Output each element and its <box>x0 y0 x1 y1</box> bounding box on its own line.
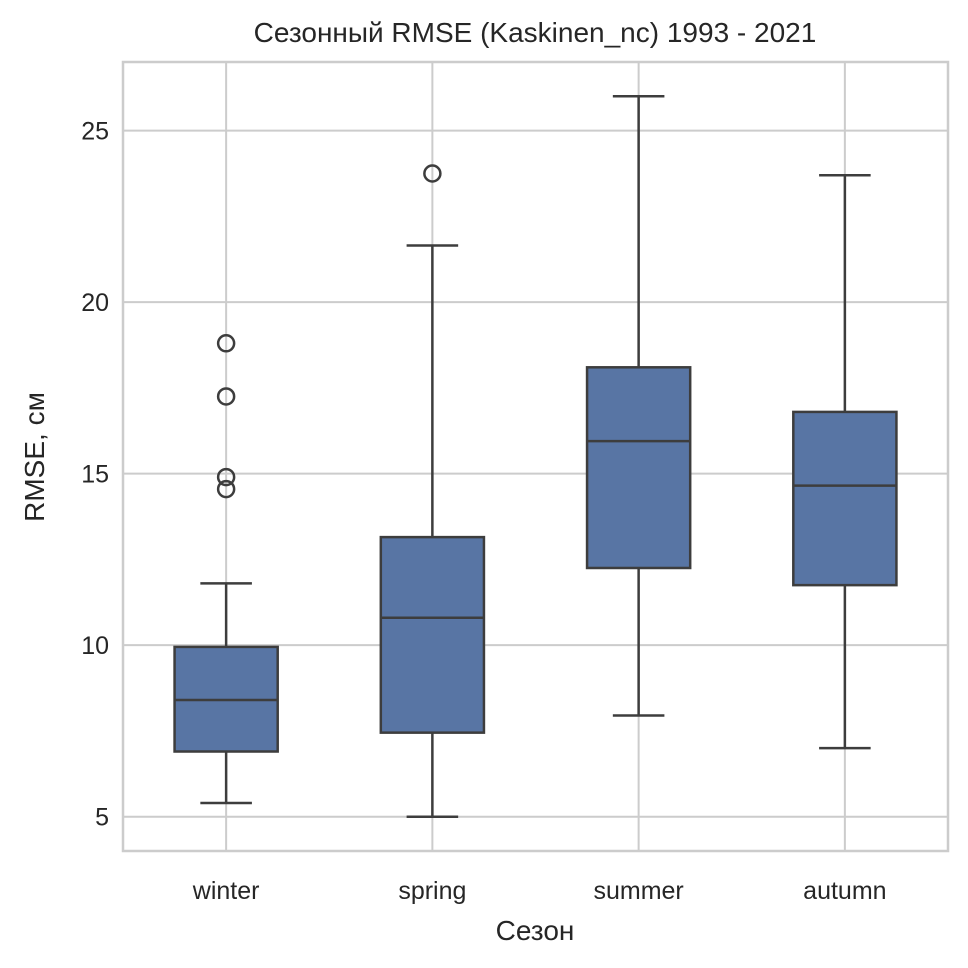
iqr-box <box>585 366 692 570</box>
box-layer <box>173 95 898 818</box>
x-tick-label: winter <box>192 877 260 905</box>
outlier-point <box>216 334 236 353</box>
x-tick-label: autumn <box>803 877 886 905</box>
y-tick-label: 10 <box>81 632 109 660</box>
iqr-box <box>379 535 486 734</box>
x-axis-label: Сезон <box>496 915 575 946</box>
box-group-summer <box>585 95 692 717</box>
plot-frame <box>121 60 950 853</box>
chart-title: Сезонный RMSE (Kaskinen_nc) 1993 - 2021 <box>254 17 817 48</box>
y-tick-label: 20 <box>81 289 109 317</box>
box-group-spring <box>379 164 486 818</box>
box-group-winter <box>173 334 279 805</box>
box-group-autumn <box>792 173 898 750</box>
y-tick-label: 5 <box>95 804 109 832</box>
y-tick-label: 25 <box>81 118 109 146</box>
tick-layer: 5 10 15 20 25 winter spring summer autumn <box>81 118 886 905</box>
outlier-point <box>216 467 236 487</box>
y-tick-label: 15 <box>81 461 109 489</box>
iqr-box <box>792 410 898 587</box>
outlier-point <box>216 479 236 499</box>
x-tick-label: spring <box>398 877 466 905</box>
x-tick-label: summer <box>593 877 683 905</box>
outlier-point <box>423 164 442 183</box>
y-axis-label: RMSE, см <box>19 392 50 522</box>
outlier-point <box>216 387 236 406</box>
